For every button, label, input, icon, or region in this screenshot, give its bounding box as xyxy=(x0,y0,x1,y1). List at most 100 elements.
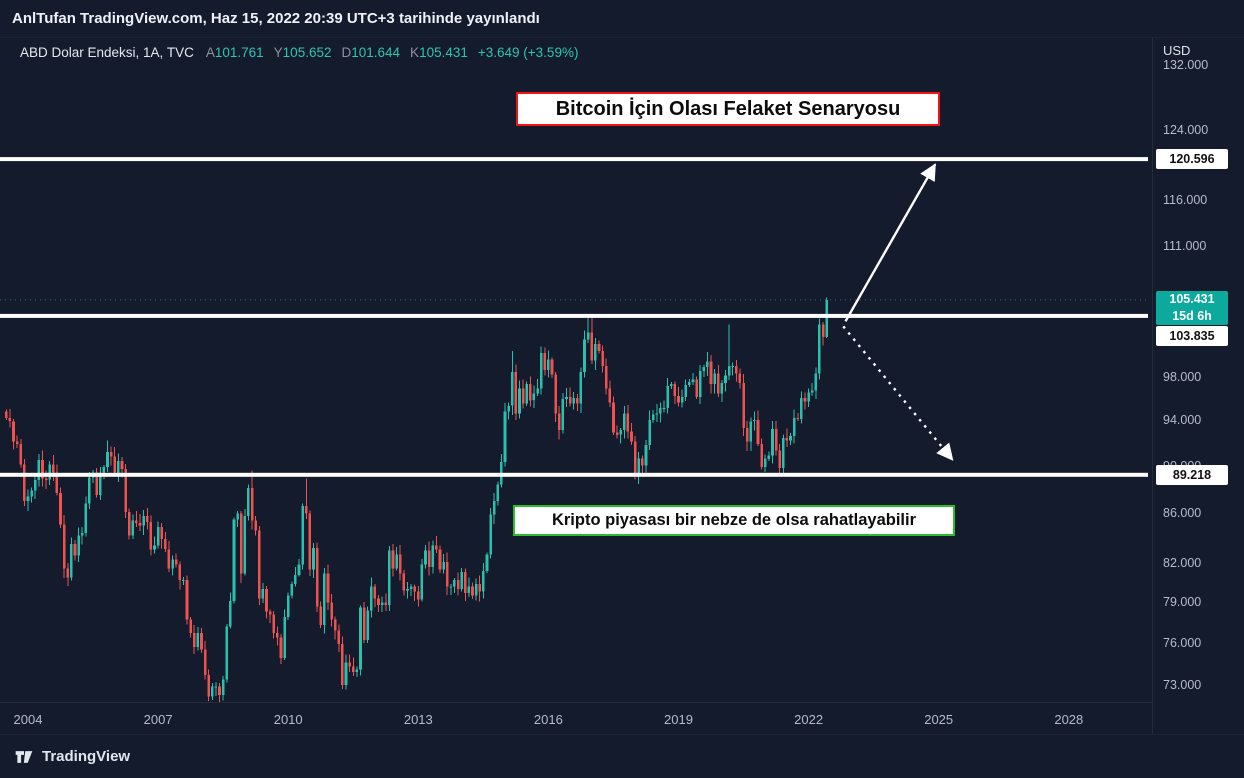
candle-body xyxy=(171,559,174,569)
candle-body xyxy=(62,524,66,569)
candle-body xyxy=(626,413,630,432)
candle-body xyxy=(568,397,572,404)
candle-body xyxy=(66,568,70,578)
candle-body xyxy=(355,669,359,673)
candle-body xyxy=(474,583,478,596)
candle-body xyxy=(529,384,532,401)
candle-body xyxy=(106,451,109,467)
price-label-support: 89.218 xyxy=(1156,464,1228,485)
candle-body xyxy=(232,519,236,601)
bar-countdown: 15d 6h xyxy=(1172,309,1212,324)
candle-body xyxy=(698,371,702,397)
candle-body xyxy=(218,686,221,696)
candle-body xyxy=(720,382,724,394)
symbol-title[interactable]: ABD Dolar Endeksi, 1A, TVC xyxy=(20,44,194,60)
candle-body xyxy=(453,580,456,587)
candle-body xyxy=(782,438,785,468)
candle-body xyxy=(70,544,73,578)
candle-body xyxy=(384,602,388,605)
candle-body xyxy=(608,388,612,403)
candle-body xyxy=(413,586,416,592)
chart-area[interactable]: ABD Dolar Endeksi, 1A, TVC A101.761 Y105… xyxy=(0,38,1244,734)
candle-body xyxy=(691,379,695,382)
candle-body xyxy=(482,570,485,592)
candle-body xyxy=(543,353,547,371)
candle-body xyxy=(662,408,666,409)
candle-body xyxy=(438,549,442,570)
time-tick-2016: 2016 xyxy=(533,712,563,727)
price-label-breakout: 103.835 xyxy=(1156,326,1228,347)
candle-body xyxy=(149,521,153,550)
publication-info: AnlTufan TradingView.com, Haz 15, 2022 2… xyxy=(12,10,540,27)
candle-body xyxy=(402,573,406,591)
candle-body xyxy=(265,589,268,612)
candle-body xyxy=(109,451,113,457)
candle-body xyxy=(243,515,247,574)
footer: TradingView xyxy=(0,734,1244,778)
candle-body xyxy=(37,459,41,480)
candle-body xyxy=(637,458,640,477)
candle-body xyxy=(633,441,637,477)
price-level-line-120.596 xyxy=(0,157,1148,162)
time-tick-2019: 2019 xyxy=(664,712,693,727)
candle-body xyxy=(735,365,738,374)
dotted-scenario-arrow xyxy=(842,325,954,461)
price-tick-124.000: 124.000 xyxy=(1163,123,1209,137)
candle-body xyxy=(420,564,424,600)
candles-group xyxy=(5,297,828,702)
candle-body xyxy=(153,545,156,550)
candle-body xyxy=(52,464,55,473)
candle-body xyxy=(673,384,677,396)
candle-body xyxy=(464,572,467,593)
candle-body xyxy=(539,353,543,389)
candle-body xyxy=(424,550,427,565)
candle-body xyxy=(377,598,380,605)
scenario-title-box[interactable]: Bitcoin İçin Olası Felaket Senaryosu xyxy=(516,92,940,126)
candle-body xyxy=(597,343,601,352)
candle-body xyxy=(803,398,807,402)
price-tick-111.000: 111.000 xyxy=(1163,239,1207,253)
currency-label[interactable]: USD xyxy=(1163,43,1191,58)
candle-body xyxy=(821,324,825,338)
candle-body xyxy=(135,520,138,524)
candle-body xyxy=(778,450,781,469)
candle-body xyxy=(417,591,420,600)
candle-body xyxy=(756,420,760,444)
candlestick-chart[interactable] xyxy=(0,38,1152,702)
candle-body xyxy=(565,397,568,400)
candle-body xyxy=(471,586,474,596)
candle-body xyxy=(572,398,575,404)
candle-body xyxy=(644,445,648,466)
time-axis[interactable]: 2004 2007 2010 2013 2016 2019 2022 2025 2028 xyxy=(0,702,1152,735)
candle-body xyxy=(261,589,265,599)
candle-body xyxy=(305,506,308,514)
candle-body xyxy=(435,545,438,550)
candle-body xyxy=(525,384,528,404)
candle-body xyxy=(753,420,756,422)
candle-body xyxy=(630,431,633,442)
candle-body xyxy=(48,464,51,480)
candle-body xyxy=(301,506,304,565)
candle-body xyxy=(738,373,742,383)
candle-body xyxy=(521,388,525,404)
candle-body xyxy=(362,607,366,641)
candle-body xyxy=(55,472,59,493)
candle-body xyxy=(203,649,207,675)
scenario-note-box[interactable]: Kripto piyasası bir nebze de olsa rahatl… xyxy=(513,505,955,536)
candle-body xyxy=(160,526,163,540)
time-tick-2004: 2004 xyxy=(13,712,43,727)
candle-body xyxy=(709,361,713,384)
candle-body xyxy=(146,515,149,522)
tradingview-brand[interactable]: TradingView xyxy=(42,748,131,765)
candle-body xyxy=(398,554,402,574)
price-axis[interactable]: USD 132.000 124.000 116.000 111.000 98.000 94… xyxy=(1152,38,1244,734)
candle-body xyxy=(695,379,698,397)
candle-body xyxy=(677,395,680,403)
low-value: D101.644 xyxy=(341,44,401,60)
candle-body xyxy=(547,359,550,371)
tradingview-logo-icon[interactable] xyxy=(14,747,34,767)
candle-body xyxy=(239,513,243,574)
candle-body xyxy=(623,413,626,431)
candle-body xyxy=(268,611,272,615)
